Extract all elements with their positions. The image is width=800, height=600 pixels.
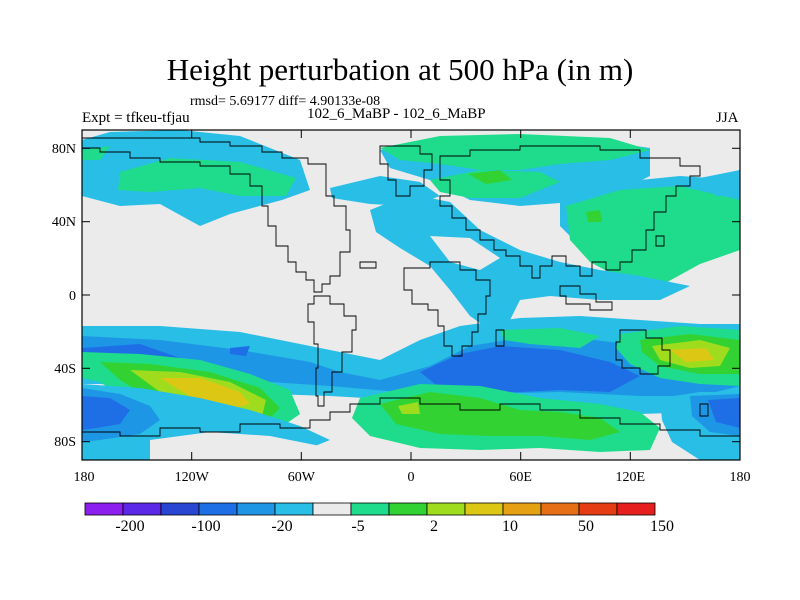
contour-s-green-mid — [500, 328, 600, 348]
page-title: Height perturbation at 500 hPa (in m) — [166, 52, 634, 87]
colorbar-swatch — [464, 502, 504, 516]
colorbar-label: -5 — [351, 518, 364, 535]
coast-greenland — [379, 145, 433, 197]
coast-australia — [615, 329, 671, 375]
colorbar-swatch — [236, 502, 276, 516]
contour-south-blue — [420, 346, 640, 392]
colorbar-swatch — [198, 502, 238, 516]
lon-label: 120W — [175, 470, 210, 485]
contour-se-yellow — [670, 348, 714, 362]
lon-label: 60E — [509, 470, 532, 485]
coast-antarctica — [82, 397, 740, 437]
colorbar-label: 2 — [430, 518, 438, 535]
lat-label: 80S — [54, 435, 76, 450]
contour-polar-blue — [82, 396, 130, 430]
contour-polar-neutral — [150, 432, 340, 460]
comparison-label: 102_6_MaBP - 102_6_MaBP — [307, 106, 486, 122]
colorbar-swatch — [312, 502, 352, 516]
coast-new-zealand — [699, 403, 709, 417]
colorbar-label: -20 — [271, 518, 292, 535]
coast-south-america — [307, 295, 357, 407]
colorbar-swatch — [540, 502, 580, 516]
colorbar-swatch — [388, 502, 428, 516]
lat-label: 40S — [54, 362, 76, 377]
contour-tropical-band — [370, 194, 690, 330]
colorbar-label: 10 — [502, 518, 518, 535]
colorbar-label: -200 — [115, 518, 144, 535]
colorbar-label: -100 — [191, 518, 220, 535]
contour-north-green-w — [118, 158, 296, 196]
colorbar-swatch — [274, 502, 314, 516]
contour-field — [82, 130, 740, 460]
contour-north-green-far-w — [82, 146, 110, 160]
contour-south-blue-w2 — [230, 346, 250, 356]
coast-eurasia — [439, 145, 701, 279]
colorbar-swatch — [350, 502, 390, 516]
contour-sw-yellow — [160, 378, 250, 410]
experiment-label: Expt = tfkeu-tfjau — [82, 110, 190, 126]
lat-label: 40N — [52, 215, 76, 230]
lon-label: 180 — [730, 470, 751, 485]
colorbar-label: 50 — [578, 518, 594, 535]
coast-maritime — [559, 285, 613, 311]
colorbar-swatch — [84, 502, 124, 516]
colorbar-swatch — [502, 502, 542, 516]
lon-label: 60W — [288, 470, 316, 485]
stats-label: rmsd= 5.69177 diff= 4.90133e-08 — [190, 94, 381, 109]
colorbar-swatch — [426, 502, 466, 516]
colorbar-swatch — [160, 502, 200, 516]
coast-north-america — [82, 137, 351, 293]
lat-label: 0 — [69, 289, 76, 304]
colorbar — [84, 502, 656, 516]
lon-label: 0 — [408, 470, 415, 485]
contour-north-green-e2 — [430, 170, 560, 198]
axis-ticks — [82, 130, 740, 460]
contour-s-polar-yellow-green — [398, 402, 420, 414]
colorbar-label: 150 — [650, 518, 674, 535]
lat-label: 80N — [52, 142, 76, 157]
lon-labels: 180 120W 60W 0 60E 120E 180 — [74, 470, 751, 485]
colorbar-swatch — [122, 502, 162, 516]
colorbar-labels: -200 -100 -20 -5 2 10 50 150 — [115, 518, 674, 535]
colorbar-swatch — [616, 502, 656, 516]
contour-ne-light-blue — [700, 170, 740, 196]
contour-north-dark-green — [468, 170, 512, 184]
colorbar-swatch — [578, 502, 618, 516]
contour-east-dark-green — [586, 210, 602, 222]
coast-caribbean — [359, 261, 377, 269]
coastlines — [82, 137, 740, 437]
lon-label: 180 — [74, 470, 95, 485]
season-label: JJA — [716, 110, 739, 126]
coast-africa — [403, 261, 491, 357]
coast-japan — [655, 235, 665, 247]
lat-labels: 80N 40N 0 40S 80S — [52, 142, 76, 450]
coast-madagascar — [495, 329, 505, 347]
contour-east-green — [566, 186, 740, 286]
contour-se-polar-blue — [708, 398, 740, 428]
lon-label: 120E — [616, 470, 646, 485]
contour-gap-neutral — [430, 236, 500, 270]
contour-north-green-e — [380, 134, 650, 170]
